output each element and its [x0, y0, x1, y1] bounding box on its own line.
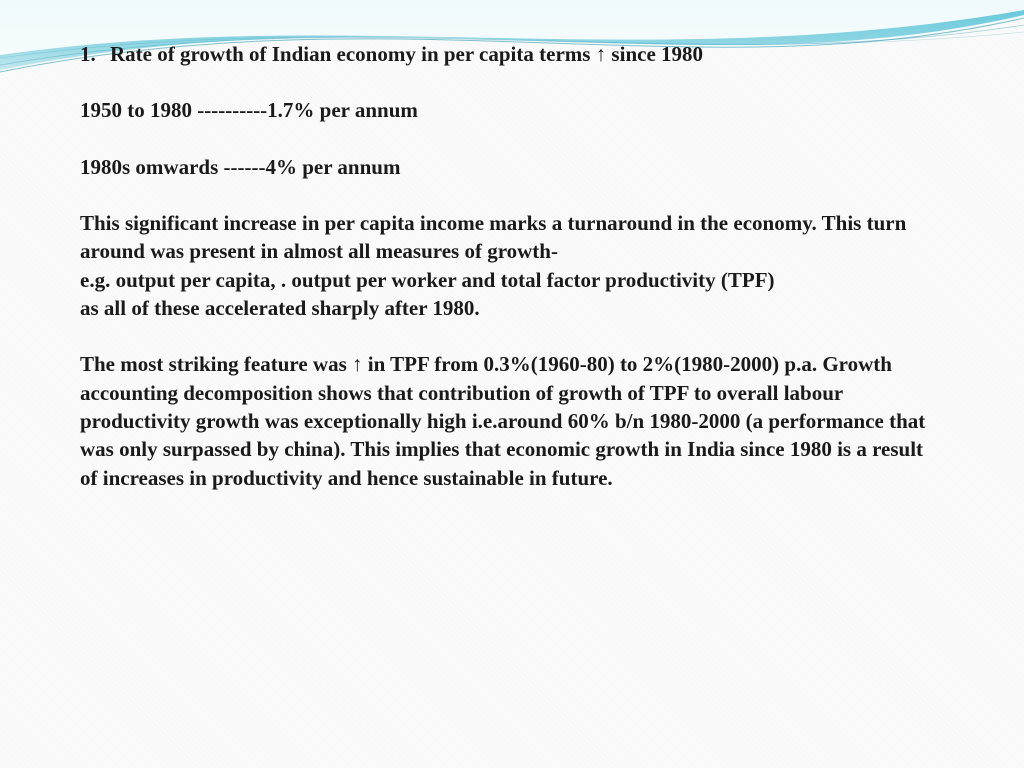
para1-line-c: as all of these accelerated sharply afte…	[80, 294, 944, 322]
para1-line-a: This significant increase in per capita …	[80, 209, 944, 266]
title-number: 1.	[80, 40, 110, 68]
growth-line-1: 1950 to 1980 ----------1.7% per annum	[80, 96, 944, 124]
slide-content: 1. Rate of growth of Indian economy in p…	[0, 0, 1024, 560]
paragraph-1: This significant increase in per capita …	[80, 209, 944, 322]
paragraph-2: The most striking feature was ↑ in TPF f…	[80, 350, 944, 492]
slide-title: 1. Rate of growth of Indian economy in p…	[80, 40, 944, 68]
growth-line-2: 1980s omwards ------4% per annum	[80, 153, 944, 181]
title-text: Rate of growth of Indian economy in per …	[110, 40, 703, 68]
para1-line-b: e.g. output per capita, . output per wor…	[80, 266, 944, 294]
